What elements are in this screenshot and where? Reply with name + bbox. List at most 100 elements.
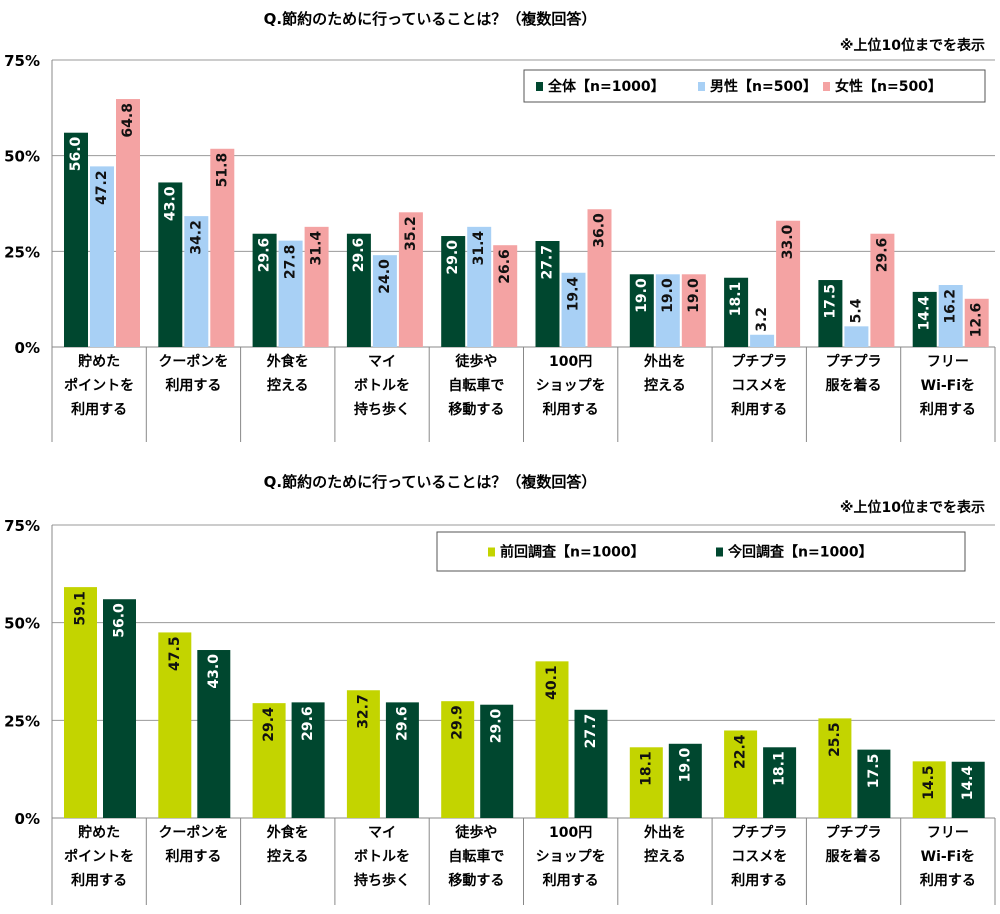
data-label: 22.4 xyxy=(733,734,749,769)
bar-current xyxy=(291,702,325,818)
bar-female xyxy=(870,233,895,347)
x-tick-label: マイ xyxy=(368,354,396,370)
data-label: 19.0 xyxy=(677,748,693,783)
x-tick-label: 外出を xyxy=(644,353,686,370)
x-tick-label: ショップを xyxy=(536,378,606,394)
bar-female xyxy=(964,298,989,347)
x-tick-label: 外出を xyxy=(644,824,686,841)
legend-swatch-female xyxy=(823,82,830,91)
legend-label: 男性【n=500】 xyxy=(710,78,817,95)
data-label: 19.4 xyxy=(566,277,582,312)
y-tick-label: 25% xyxy=(4,243,40,261)
bar-total xyxy=(912,291,937,347)
data-label: 56.0 xyxy=(68,136,84,171)
bar-male xyxy=(467,226,492,347)
y-tick-label: 50% xyxy=(4,148,40,166)
x-tick-label: ポイントを xyxy=(64,377,134,394)
x-tick-label: 控える xyxy=(267,377,309,394)
bar-total xyxy=(252,233,277,347)
data-label: 35.2 xyxy=(403,216,419,251)
x-tick-label: 利用する xyxy=(731,401,787,418)
data-label: 43.0 xyxy=(162,186,178,221)
chart-note: ※上位10位までを表示 xyxy=(840,499,985,516)
x-tick-label: ポイントを xyxy=(64,848,134,865)
data-label: 27.7 xyxy=(583,714,599,749)
bar-previous xyxy=(818,718,852,818)
x-tick-label: Wi-Fiを xyxy=(921,849,975,865)
legend-box xyxy=(436,531,966,572)
legend-swatch-male xyxy=(698,82,705,91)
x-tick-label: 持ち歩く xyxy=(354,401,410,418)
legend: 全体【n=1000】 男性【n=500】 女性【n=500】 xyxy=(523,69,986,103)
data-label: 14.5 xyxy=(921,765,937,800)
bar-current xyxy=(857,749,891,818)
bar-female xyxy=(116,99,140,347)
x-tick-label: 徒歩や xyxy=(454,353,497,370)
legend: 前回調査【n=1000】 今回調査【n=1000】 xyxy=(436,531,966,572)
data-label: 27.7 xyxy=(540,245,556,280)
bar-previous xyxy=(441,701,475,818)
bar-female xyxy=(681,274,706,347)
x-tick-label: コスメを xyxy=(731,378,787,394)
legend-swatch-previous xyxy=(488,547,495,557)
bar-total xyxy=(818,280,843,347)
y-tick-label: 50% xyxy=(4,615,40,633)
x-tick-label: 控える xyxy=(644,848,686,865)
data-label: 29.0 xyxy=(445,240,461,275)
data-label: 29.6 xyxy=(257,238,273,273)
chart-1: Q.節約のために行っていることは？（複数回答） ※上位10位までを表示 0% 25% 5… xyxy=(4,10,996,442)
data-label: 29.9 xyxy=(450,705,466,740)
data-label: 3.2 xyxy=(754,307,770,332)
data-label: 34.2 xyxy=(188,220,204,255)
data-label: 47.2 xyxy=(94,170,110,205)
data-label: 29.4 xyxy=(261,707,277,742)
bar-previous xyxy=(912,761,946,818)
bar-female xyxy=(210,148,235,347)
bar-previous xyxy=(64,587,97,818)
bar-total xyxy=(535,241,560,347)
x-tick-label: Wi-Fiを xyxy=(921,378,975,394)
x-tick-label: フリー xyxy=(927,354,969,370)
x-tick-label: コスメを xyxy=(731,849,787,865)
legend-label: 前回調査【n=1000】 xyxy=(500,544,645,561)
x-tick-label: 移動する xyxy=(448,872,504,889)
x-tick-label: 利用する xyxy=(920,872,976,889)
x-tick-label: マイ xyxy=(368,825,396,841)
x-tick-label: 100円 xyxy=(549,354,592,370)
data-label: 17.5 xyxy=(866,754,882,789)
x-tick-label: ショップを xyxy=(536,849,606,865)
data-label: 40.1 xyxy=(544,665,560,700)
chart-title: Q.節約のために行っていることは？（複数回答） xyxy=(264,473,597,491)
data-label: 18.1 xyxy=(772,751,788,786)
x-tick-label: プチプラ xyxy=(826,825,882,841)
data-label: 5.4 xyxy=(848,298,864,323)
legend-swatch-current xyxy=(716,547,723,557)
data-label: 32.7 xyxy=(355,694,371,729)
data-label: 31.4 xyxy=(471,231,487,266)
y-tick-label: 0% xyxy=(15,810,40,828)
x-tick-label: クーポンを xyxy=(158,824,228,841)
x-tick-label: 持ち歩く xyxy=(354,872,410,889)
x-tick-label: プチプラ xyxy=(826,354,882,370)
x-tick-label: 徒歩や xyxy=(454,824,497,841)
bar-male xyxy=(561,272,586,347)
bar-previous xyxy=(724,730,758,818)
x-tick-label: 利用する xyxy=(920,401,976,418)
bar-female xyxy=(398,212,423,347)
bar-total xyxy=(346,233,371,347)
bar-current xyxy=(668,743,702,818)
data-label: 19.0 xyxy=(686,278,702,313)
data-label: 33.0 xyxy=(780,224,796,259)
bar-previous xyxy=(535,661,569,818)
x-tick-label: 利用する xyxy=(731,872,787,889)
bar-previous xyxy=(158,632,192,818)
x-tick-label: 利用する xyxy=(165,848,221,865)
x-tick-label: プチプラ xyxy=(731,825,787,841)
bar-total xyxy=(441,236,466,347)
bar-male xyxy=(278,240,303,347)
bar-previous xyxy=(346,690,380,818)
bar-female xyxy=(493,245,518,347)
x-tick-label: 服を着る xyxy=(826,377,882,394)
bar-current xyxy=(480,704,514,818)
